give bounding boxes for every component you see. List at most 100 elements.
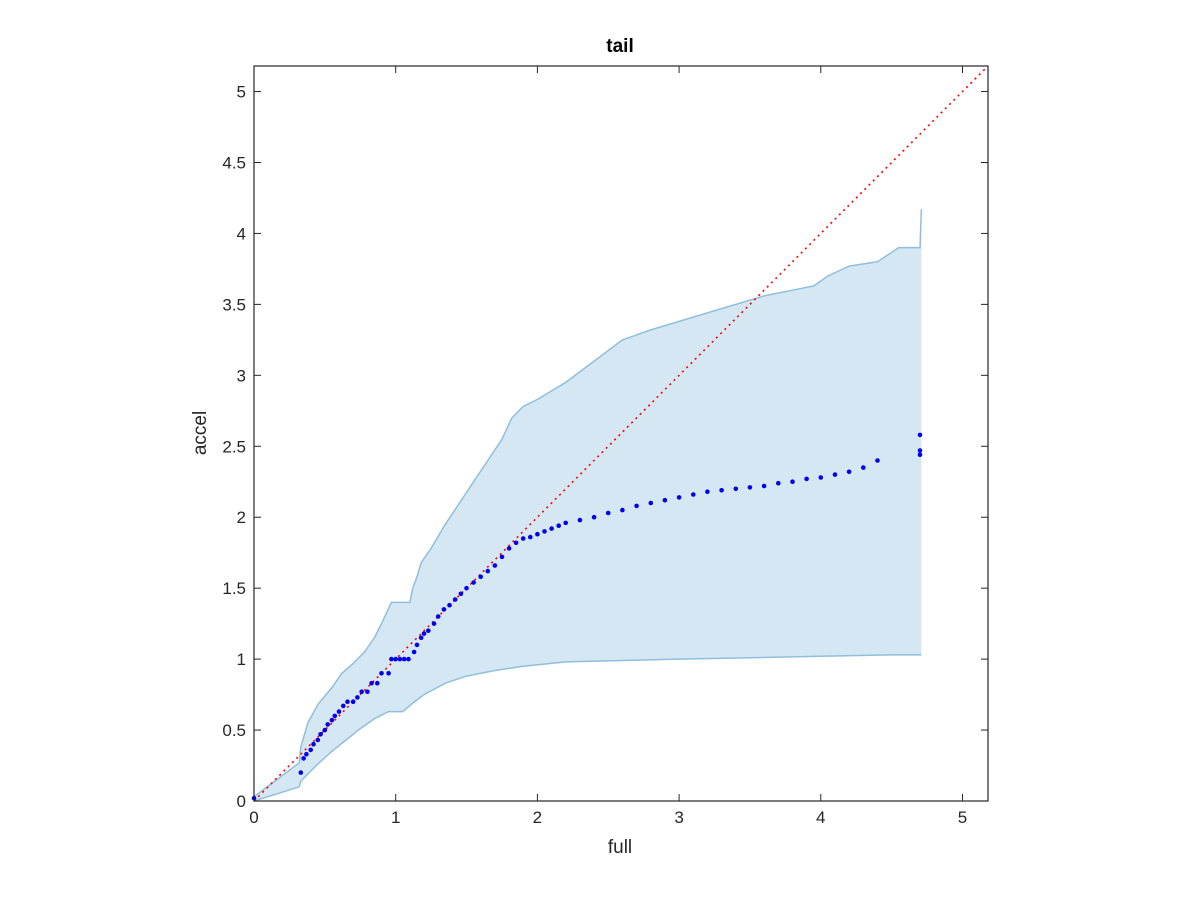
data-points (251, 432, 923, 801)
data-point (308, 747, 314, 753)
data-point (311, 741, 316, 747)
data-point (431, 621, 437, 626)
data-point (341, 703, 346, 709)
data-point (359, 689, 365, 694)
data-point (397, 656, 403, 662)
data-point (386, 671, 391, 676)
data-point (401, 656, 407, 662)
axes-box (253, 65, 989, 802)
band-fill (254, 209, 922, 802)
data-point (452, 597, 458, 602)
data-point (355, 695, 360, 700)
band-upper-edge (253, 209, 923, 798)
data-point (542, 529, 547, 534)
data-point (662, 497, 668, 503)
data-point (304, 751, 309, 757)
data-point (375, 680, 380, 686)
data-point (719, 488, 724, 493)
data-point (365, 689, 370, 694)
data-point (520, 536, 526, 541)
data-point (747, 485, 753, 490)
data-point (513, 540, 519, 546)
chart-title: tail (606, 36, 633, 57)
confidence-band (253, 209, 923, 802)
data-point (435, 614, 441, 619)
data-point (917, 432, 923, 438)
reference-line (253, 65, 989, 802)
data-point (804, 476, 809, 482)
data-point (447, 602, 452, 608)
data-point (591, 514, 597, 520)
data-point (691, 492, 696, 497)
x-tick-label: 3 (674, 808, 683, 827)
data-point (411, 649, 417, 655)
data-point (322, 727, 328, 733)
x-tick-label: 0 (249, 808, 258, 827)
y-tick-label: 2.5 (222, 437, 246, 456)
data-point (620, 507, 625, 513)
data-point (506, 546, 512, 551)
x-axis-label: full (608, 837, 632, 858)
data-point (406, 656, 411, 662)
data-point (393, 656, 399, 662)
y-tick-label: 0 (237, 792, 246, 811)
data-point (535, 531, 540, 537)
y-tick-label: 3 (237, 366, 246, 385)
data-point (421, 631, 427, 636)
y-axis-label: accel (190, 411, 211, 455)
data-point (350, 699, 356, 704)
y-tick-label: 1 (237, 650, 246, 669)
data-point (528, 534, 533, 540)
data-point (577, 517, 583, 523)
data-point (318, 732, 323, 737)
data-point (634, 503, 639, 509)
data-point (301, 756, 306, 761)
data-point (464, 585, 469, 591)
data-point (818, 475, 824, 480)
x-tick-label: 2 (533, 808, 542, 827)
data-point (315, 737, 321, 743)
data-point (790, 479, 795, 485)
band-lower-edge (253, 654, 922, 802)
data-point (485, 568, 491, 574)
data-point (389, 656, 394, 662)
data-point (875, 458, 880, 463)
y-tick-label: 0.5 (222, 721, 246, 740)
data-point (549, 526, 554, 531)
data-point (298, 770, 304, 775)
reference-diagonal (253, 65, 989, 802)
data-point (441, 607, 447, 612)
data-point (336, 709, 342, 714)
data-point (605, 510, 611, 516)
data-point (458, 591, 464, 597)
data-point (325, 722, 331, 727)
data-point (492, 563, 498, 568)
data-point (917, 448, 923, 453)
y-tick-label: 4.5 (222, 153, 246, 172)
data-point (418, 635, 424, 641)
axes: 0 1 2 3 4 5 0 0.5 1 1.5 2 2.5 3 3.5 4 4.5 5 (222, 65, 989, 827)
data-point (556, 523, 561, 528)
data-point (379, 671, 384, 676)
data-point (499, 554, 505, 560)
data-point (776, 480, 781, 486)
data-point (426, 628, 431, 633)
x-tick-label: 4 (816, 808, 825, 827)
data-point (329, 717, 335, 723)
data-point (917, 452, 923, 458)
data-point (369, 680, 374, 686)
data-point (648, 500, 654, 506)
data-point (676, 495, 682, 500)
y-tick-label: 5 (237, 83, 246, 102)
data-point (846, 469, 852, 475)
data-point (761, 483, 767, 489)
data-point (832, 472, 838, 477)
y-tick-label: 1.5 (222, 579, 246, 598)
data-point (414, 642, 420, 648)
y-tick-label: 4 (237, 224, 246, 243)
data-point (332, 713, 338, 719)
x-tick-label: 5 (958, 808, 967, 827)
y-tick-label: 2 (237, 508, 246, 527)
data-point (861, 465, 866, 470)
